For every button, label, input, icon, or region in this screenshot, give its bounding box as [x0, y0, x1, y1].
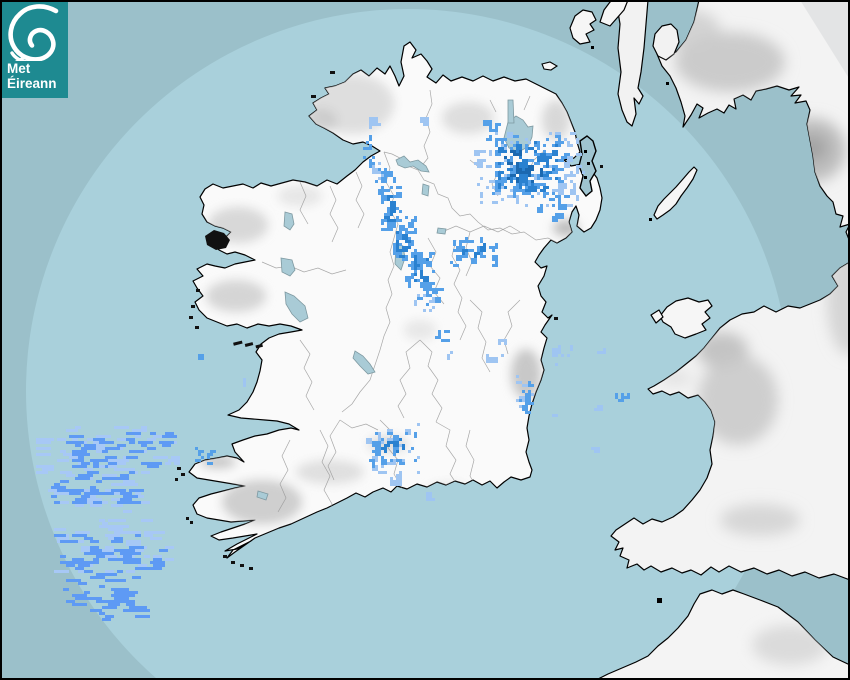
jura-island: [599, 0, 629, 27]
britain-hillshade: [660, 10, 850, 665]
radar-domain-edge: [800, 0, 850, 80]
hurricane-swirl-icon: [8, 4, 59, 61]
lough-sheelin: [436, 227, 447, 235]
lough-conn: [283, 211, 295, 231]
holy-island: [650, 309, 664, 324]
isle-of-man: [653, 166, 698, 220]
ireland-hillshade: [200, 74, 579, 524]
strangford-islets: [584, 150, 590, 179]
lakes-layer: [256, 99, 534, 501]
river-bann: [507, 99, 515, 124]
killarney-lakes: [256, 490, 269, 501]
lough-derg: [352, 350, 376, 375]
kintyre-peninsula: [615, 0, 649, 127]
rathlin-island: [541, 61, 559, 71]
scotland-islets: [591, 46, 669, 603]
met-eireann-logo: Met Éireann: [2, 2, 68, 98]
arran-island: [652, 23, 680, 61]
lough-erne: [395, 155, 430, 173]
islay-island: [569, 9, 597, 45]
lough-corrib: [284, 291, 309, 323]
precipitation-layer: [36, 117, 630, 621]
ireland-islets: [175, 61, 603, 570]
anglesey-island: [659, 297, 713, 339]
logo-text-met: Met: [7, 61, 31, 76]
logo-text-eireann: Éireann: [7, 76, 57, 91]
britain-landmass: [569, 0, 850, 680]
achill-island: [205, 230, 230, 250]
lough-allen: [421, 183, 430, 197]
lough-mask: [280, 257, 296, 277]
